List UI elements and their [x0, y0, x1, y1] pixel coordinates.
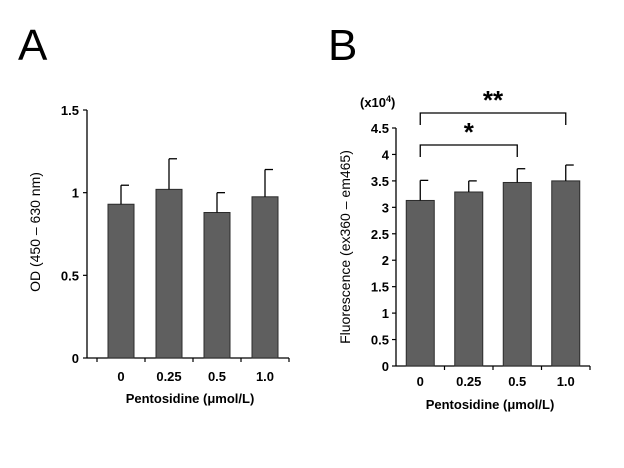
y-tick-label: 4	[382, 147, 390, 162]
panel-a-y-axis-label: OD (450 – 630 nm)	[27, 172, 43, 292]
panel-a-letter: A	[18, 21, 48, 70]
panel-b: B (x104) Fluorescence (ex360 – em465) Pe…	[328, 21, 591, 412]
panel-b-letter: B	[328, 21, 357, 70]
x-tick-label: 0.5	[508, 374, 526, 389]
x-tick-label: 0	[117, 369, 124, 384]
y-tick-label: 0.5	[371, 333, 389, 348]
y-tick-label: 1.5	[61, 103, 79, 118]
panel-b-unit-label: (x104)	[360, 94, 395, 110]
bar	[251, 196, 279, 359]
bar	[405, 199, 435, 367]
y-tick-label: 0.5	[61, 268, 79, 283]
x-tick-label: 0.25	[456, 374, 481, 389]
y-tick-label: 1	[72, 186, 79, 201]
significance-bracket	[419, 144, 518, 157]
x-tick-label: 0.5	[208, 369, 226, 384]
y-tick-label: 4.5	[371, 121, 389, 136]
panel-a: A OD (450 – 630 nm) Pentosidine (μmol/L)…	[18, 21, 290, 406]
panel-a-x-axis-label: Pentosidine (μmol/L)	[126, 391, 255, 406]
y-tick-label: 1.5	[371, 280, 389, 295]
y-tick-label: 0	[382, 359, 389, 374]
bar	[502, 181, 532, 367]
x-tick-label: 0.25	[156, 369, 181, 384]
bar	[203, 212, 231, 359]
y-tick-label: 1	[382, 306, 389, 321]
x-tick-label: 1.0	[557, 374, 575, 389]
y-tick-label: 2	[382, 253, 389, 268]
bar	[155, 188, 183, 359]
x-tick-label: 0	[417, 374, 424, 389]
y-tick-label: 0	[72, 351, 79, 366]
y-tick-label: 3	[382, 200, 389, 215]
y-tick-label: 2.5	[371, 227, 389, 242]
bar	[107, 203, 135, 359]
x-tick-label: 1.0	[256, 369, 274, 384]
significance-label: *	[464, 117, 475, 147]
significance-bracket	[419, 112, 567, 125]
panel-b-x-axis-label: Pentosidine (μmol/L)	[426, 397, 555, 412]
panel-b-y-axis-label: Fluorescence (ex360 – em465)	[337, 150, 353, 344]
y-tick-label: 3.5	[371, 174, 389, 189]
bar	[551, 180, 581, 367]
bar	[454, 191, 484, 367]
significance-label: **	[483, 85, 504, 115]
